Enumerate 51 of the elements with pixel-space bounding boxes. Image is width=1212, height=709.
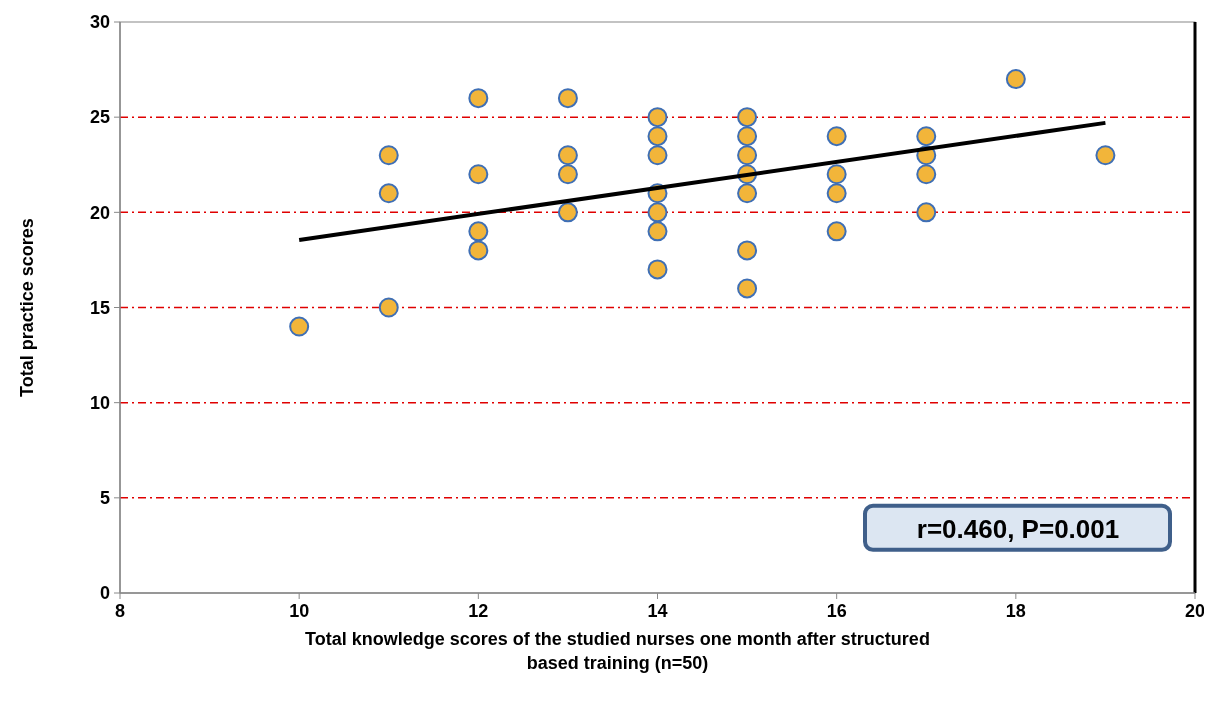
point	[647, 145, 668, 166]
point	[468, 164, 489, 185]
text-box: r=0.460, P=0.001	[863, 503, 1172, 552]
point	[647, 126, 668, 147]
x-tick-label: 8	[114, 601, 126, 621]
point	[647, 259, 668, 280]
point	[737, 126, 758, 147]
point	[737, 240, 758, 261]
point	[826, 126, 847, 147]
y-tick-label: 10	[89, 392, 110, 413]
point	[737, 107, 758, 128]
point	[557, 164, 578, 185]
point	[557, 145, 578, 166]
point	[647, 107, 668, 128]
x-tick-label: 20	[1184, 601, 1206, 621]
point	[826, 183, 847, 204]
point	[647, 202, 668, 223]
y-tick-label: 25	[89, 107, 110, 128]
point	[826, 221, 847, 242]
point	[737, 183, 758, 204]
x-tick-label: 18	[1005, 601, 1026, 621]
point	[916, 202, 937, 223]
point	[826, 164, 847, 185]
point	[1095, 145, 1116, 166]
point	[737, 145, 758, 166]
annotation: r=0.460, P=0.001	[916, 513, 1120, 544]
y-axis-title: Total practice scores	[16, 218, 37, 397]
x-tick-label: 10	[289, 601, 310, 621]
point	[737, 278, 758, 299]
y-tick-label: 5	[99, 488, 110, 509]
x-tick-label: 12	[468, 601, 489, 621]
y-tick-label: 15	[89, 297, 110, 318]
y-tick-label: 30	[89, 12, 110, 33]
x-tick-label: 16	[826, 601, 847, 621]
point	[647, 221, 668, 242]
x-tick-label: 14	[647, 601, 668, 621]
point	[916, 126, 937, 147]
point	[557, 88, 578, 109]
y-tick-label: 0	[99, 583, 110, 604]
point	[468, 221, 489, 242]
point	[378, 183, 399, 204]
point	[557, 202, 578, 223]
point	[1005, 69, 1026, 90]
point	[378, 145, 399, 166]
point	[916, 164, 937, 185]
y-tick-label: 20	[89, 202, 110, 223]
point	[378, 297, 399, 318]
point	[468, 240, 489, 261]
point	[468, 88, 489, 109]
x-axis-title: Total knowledge scores of the studied nurses one month after structured based training (n=50)	[305, 629, 930, 673]
point	[289, 316, 310, 337]
